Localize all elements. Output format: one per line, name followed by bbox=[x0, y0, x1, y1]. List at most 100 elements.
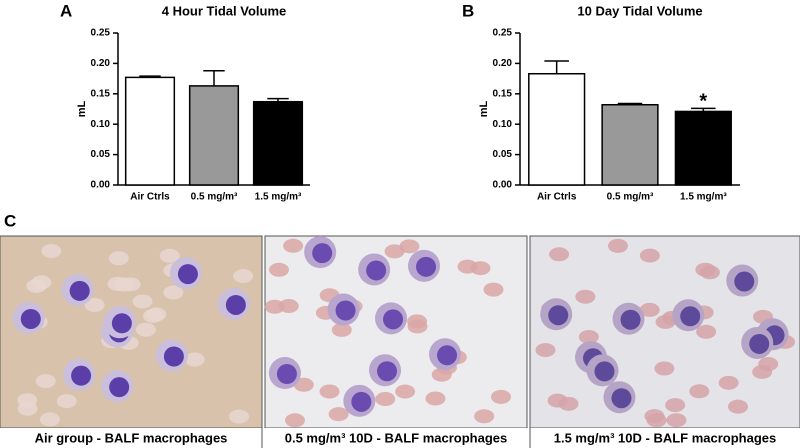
y-tick-label: 0.10 bbox=[493, 119, 513, 130]
rbc bbox=[132, 294, 153, 309]
rbc bbox=[375, 392, 396, 407]
rbc bbox=[558, 396, 579, 411]
bar bbox=[601, 103, 659, 186]
rbc bbox=[407, 319, 428, 334]
cell-nucleus bbox=[680, 306, 701, 327]
y-tick-label: 0.20 bbox=[91, 58, 111, 69]
rbc bbox=[163, 285, 184, 300]
bar bbox=[188, 85, 240, 186]
caption-strip bbox=[0, 428, 800, 448]
rbc bbox=[233, 269, 254, 284]
rbc bbox=[575, 289, 596, 304]
cell-nucleus bbox=[377, 361, 398, 382]
cell-nucleus bbox=[109, 377, 130, 398]
rbc bbox=[491, 389, 512, 404]
cell-nucleus bbox=[335, 300, 356, 321]
cell-nucleus bbox=[351, 391, 372, 412]
x-tick-label: 0.5 mg/m³ bbox=[607, 192, 654, 203]
cell-nucleus bbox=[611, 388, 632, 409]
x-tick-label: 0.5 mg/m³ bbox=[191, 192, 238, 203]
cell-nucleus bbox=[416, 256, 437, 277]
y-tick-label: 0.25 bbox=[91, 28, 111, 39]
y-tick-label: 0.20 bbox=[493, 58, 513, 69]
bar bbox=[674, 110, 732, 186]
cell-nucleus bbox=[163, 346, 184, 367]
rbc bbox=[646, 413, 667, 428]
x-tick-label: Air Ctrls bbox=[130, 192, 170, 203]
cell-nucleus bbox=[366, 260, 387, 281]
cell-nucleus bbox=[548, 305, 569, 326]
rbc bbox=[328, 407, 349, 422]
rbc bbox=[31, 275, 52, 290]
rbc bbox=[699, 265, 720, 280]
rbc bbox=[84, 298, 105, 313]
bar bbox=[124, 76, 176, 186]
rbc bbox=[41, 244, 62, 259]
rbc bbox=[689, 384, 710, 399]
rbc bbox=[607, 238, 628, 253]
rbc bbox=[229, 409, 250, 424]
rbc bbox=[146, 307, 167, 322]
rbc bbox=[278, 299, 299, 314]
rbc bbox=[319, 384, 340, 399]
rbc bbox=[549, 247, 570, 262]
y-tick-label: 0.00 bbox=[493, 180, 513, 191]
annotation: * bbox=[699, 91, 707, 113]
y-axis-label: mL bbox=[478, 100, 490, 117]
panel-label: C bbox=[4, 211, 16, 230]
cell-nucleus bbox=[312, 243, 333, 264]
y-tick-label: 0.10 bbox=[91, 119, 111, 130]
y-tick-label: 0.05 bbox=[493, 149, 513, 160]
panel-label: A bbox=[60, 1, 72, 20]
chart-title: 10 Day Tidal Volume bbox=[577, 3, 702, 18]
rbc bbox=[457, 259, 478, 274]
rbc bbox=[269, 262, 290, 277]
cell-nucleus bbox=[734, 271, 755, 292]
rbc bbox=[639, 302, 660, 317]
rbc bbox=[135, 322, 156, 337]
cell-nucleus bbox=[20, 308, 41, 329]
cell-nucleus bbox=[177, 264, 198, 285]
caption: 1.5 mg/m³ 10D - BALF macrophages bbox=[554, 430, 777, 445]
y-tick-label: 0.00 bbox=[91, 180, 111, 191]
rbc bbox=[425, 391, 446, 406]
cell-nucleus bbox=[71, 365, 92, 386]
cell-nucleus bbox=[749, 333, 770, 354]
rbc bbox=[483, 282, 504, 297]
bar bbox=[528, 72, 586, 186]
cell-nucleus bbox=[620, 309, 641, 330]
rbc bbox=[399, 239, 420, 254]
rbc bbox=[639, 248, 660, 263]
rbc bbox=[283, 238, 304, 253]
rbc bbox=[39, 412, 60, 427]
y-axis-label: mL bbox=[76, 100, 88, 117]
bar bbox=[252, 100, 304, 186]
rbc bbox=[718, 375, 739, 390]
chart-title: 4 Hour Tidal Volume bbox=[162, 3, 286, 18]
cell-nucleus bbox=[69, 280, 90, 301]
cell-nucleus bbox=[383, 309, 404, 330]
rbc bbox=[159, 248, 180, 263]
panel-label: B bbox=[462, 1, 474, 20]
rbc bbox=[752, 364, 773, 379]
rbc bbox=[535, 343, 556, 358]
cell-nucleus bbox=[225, 294, 246, 315]
rbc bbox=[696, 324, 717, 339]
rbc bbox=[395, 384, 416, 399]
cell-nucleus bbox=[437, 345, 458, 366]
rbc bbox=[331, 322, 352, 337]
cells bbox=[12, 236, 796, 428]
cell-nucleus bbox=[594, 361, 615, 382]
rbc bbox=[184, 352, 205, 367]
x-tick-label: Air Ctrls bbox=[537, 192, 577, 203]
rbc bbox=[108, 251, 129, 266]
rbc bbox=[56, 394, 77, 409]
cell-nucleus bbox=[276, 364, 297, 385]
rbc bbox=[654, 361, 675, 376]
micrograph-panel bbox=[0, 235, 800, 448]
y-tick-label: 0.15 bbox=[493, 88, 513, 99]
y-tick-label: 0.15 bbox=[91, 88, 111, 99]
cell-nucleus bbox=[111, 313, 132, 334]
rbc bbox=[665, 398, 686, 413]
